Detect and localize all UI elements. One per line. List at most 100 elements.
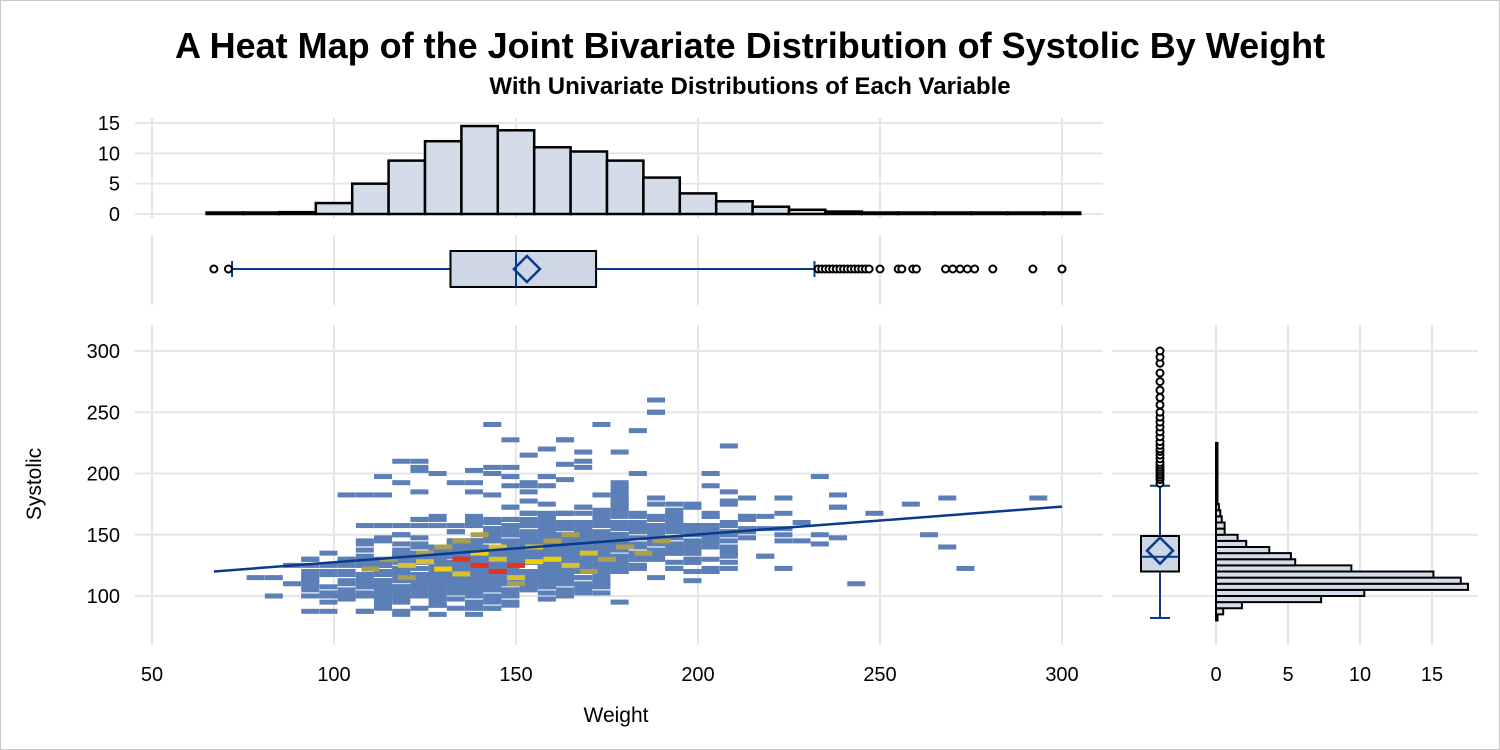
heat-cell (501, 523, 520, 529)
heat-cell (428, 513, 447, 519)
heat-cell (428, 562, 447, 568)
heat-cell (337, 590, 356, 596)
x-tick-label: 100 (317, 664, 350, 686)
heat-cell (410, 565, 429, 571)
heat-cell (610, 599, 629, 605)
heat-cell (301, 593, 320, 599)
heat-cell (465, 513, 484, 519)
heat-cell (556, 569, 575, 574)
heat-cell (392, 578, 411, 584)
heat-cell (756, 553, 775, 559)
heat-cell (301, 608, 320, 614)
heat-cell (592, 553, 611, 559)
heat-cell (465, 489, 484, 495)
heat-cell (374, 572, 393, 578)
heat-cell (574, 575, 593, 581)
heat-cell (501, 569, 520, 574)
heat-cell (738, 495, 757, 501)
heat-cell (501, 599, 520, 605)
heat-cell (374, 605, 393, 611)
heat-cell (628, 529, 647, 535)
heat-cell (392, 572, 411, 578)
heat-cell (483, 553, 502, 559)
heat-cell (647, 553, 666, 559)
heat-cell (446, 575, 465, 581)
heat-cell (446, 562, 465, 568)
x-hist-bar (496, 129, 536, 216)
heat-cell (483, 562, 502, 568)
heat-cell (774, 538, 793, 544)
heat-cell (392, 541, 411, 547)
heat-cell (392, 532, 411, 538)
heat-cell (719, 498, 738, 504)
heat-cell-dense (652, 538, 671, 544)
heat-cell (465, 541, 484, 547)
heat-cell (647, 575, 666, 581)
heat-cell (537, 572, 556, 578)
heat-cell (665, 541, 684, 547)
heat-cell (610, 547, 629, 553)
heat-cell (392, 559, 411, 565)
heat-cell (719, 565, 738, 571)
heat-cell (592, 523, 611, 529)
heat-cell (483, 584, 502, 590)
heat-cell-dense (470, 562, 489, 568)
heat-cell (665, 510, 684, 516)
heat-cell (574, 565, 593, 571)
heat-cell (446, 544, 465, 550)
heat-cell (337, 587, 356, 593)
heat-cell (446, 559, 465, 565)
heat-cell (556, 578, 575, 584)
heat-cell (701, 541, 720, 547)
heat-cell (774, 510, 793, 516)
heat-cell (610, 562, 629, 568)
heat-cell (592, 529, 611, 535)
heat-cell (465, 572, 484, 578)
y-box-outlier (1155, 368, 1165, 378)
heat-cell (683, 501, 702, 507)
heat-cell (428, 593, 447, 599)
heat-cell (465, 565, 484, 571)
x-hist-tick-label: 15 (98, 113, 120, 135)
heat-cell (537, 523, 556, 529)
heat-cell (374, 602, 393, 608)
heat-cell (410, 578, 429, 584)
heat-cell (810, 532, 829, 538)
heat-cell (501, 559, 520, 565)
heat-cell (392, 599, 411, 605)
heat-cell (592, 547, 611, 553)
heat-cell (847, 581, 866, 587)
heat-cell (556, 526, 575, 532)
x-box-outlier (1028, 264, 1038, 274)
heat-cell (374, 535, 393, 541)
heat-cell (337, 578, 356, 584)
heat-cell (719, 538, 738, 544)
heat-cell (501, 547, 520, 553)
heat-cell (465, 575, 484, 581)
x-hist-bar (460, 124, 500, 216)
heat-cell (501, 504, 520, 510)
heat-cell (683, 559, 702, 565)
heat-cell (264, 575, 283, 581)
heat-cell (374, 593, 393, 599)
heat-cell (501, 587, 520, 593)
heat-cell-dense (452, 538, 471, 544)
heat-cell (647, 550, 666, 556)
heat-cell (537, 565, 556, 571)
x-tick-label: 50 (141, 664, 163, 686)
heat-cell (701, 529, 720, 535)
heat-cell (592, 584, 611, 590)
heat-cell-dense (561, 532, 580, 538)
x-box-outlier (864, 264, 874, 274)
y-hist-tick-label: 5 (1282, 664, 1293, 686)
chart-title: A Heat Map of the Joint Bivariate Distri… (175, 25, 1325, 66)
heat-cell (665, 544, 684, 550)
heat-cell (301, 556, 320, 562)
heat-cell (355, 572, 374, 578)
heat-cell (610, 535, 629, 541)
y-box-outlier (1155, 385, 1165, 395)
heat-cell (537, 584, 556, 590)
heat-cell (355, 492, 374, 498)
heat-cell (920, 532, 939, 538)
heat-cell (738, 535, 757, 541)
